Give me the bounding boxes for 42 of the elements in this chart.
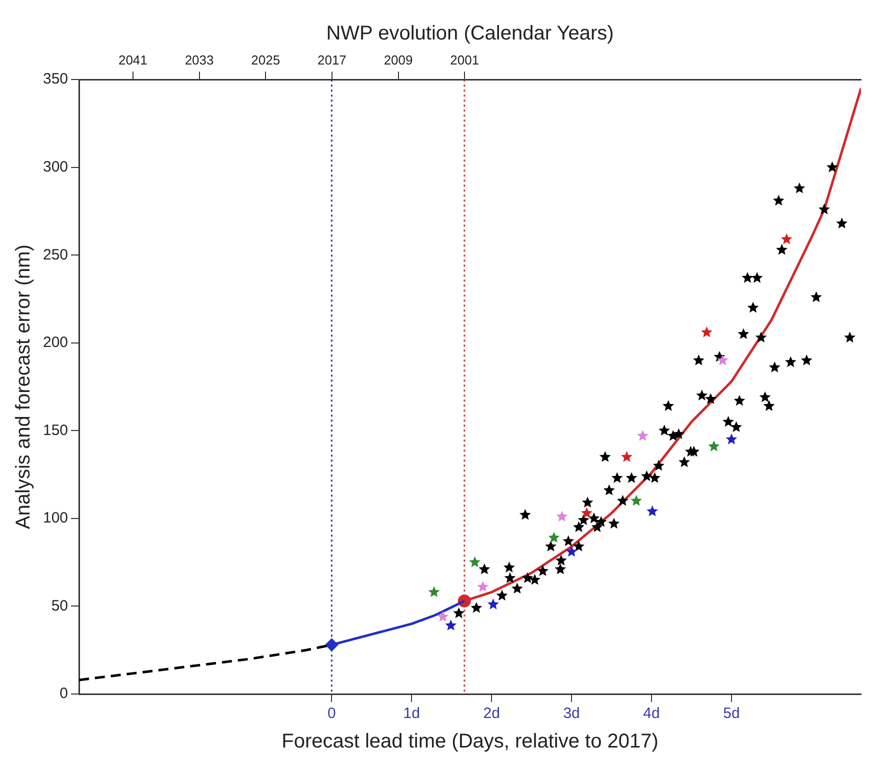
point — [556, 510, 568, 522]
point — [566, 546, 578, 557]
point — [700, 326, 712, 338]
y-tick-label: 100 — [42, 510, 68, 527]
x2-axis-title: NWP evolution (Calendar Years) — [326, 22, 614, 45]
x-tick-label: 1d — [403, 705, 420, 722]
y-tick-label: 0 — [60, 685, 68, 702]
point — [646, 505, 658, 516]
point — [780, 233, 792, 244]
x-tick-label: 2d — [483, 705, 500, 722]
point — [437, 610, 449, 622]
y-tick-label: 200 — [42, 334, 68, 352]
y-tick-label: 300 — [42, 158, 68, 176]
x-tick-label: 3d — [563, 705, 580, 722]
x2-tick-label: 2033 — [184, 52, 214, 68]
point — [581, 507, 592, 518]
point — [621, 451, 632, 462]
x-tick-label: 5d — [723, 705, 740, 722]
y-tick-label: 350 — [42, 70, 68, 88]
y-axis-title: Analysis and forecast error (nm) — [12, 244, 35, 530]
x-axis-title: Forecast lead time (Days, relative to 2017) — [282, 730, 658, 753]
point — [630, 494, 642, 506]
point — [469, 556, 481, 568]
point — [637, 430, 648, 441]
x2-tick-label: 2041 — [118, 52, 148, 68]
x2-tick-label: 2017 — [317, 52, 346, 68]
x-tick-label: 0 — [328, 705, 336, 722]
point — [477, 580, 489, 592]
point — [487, 598, 499, 610]
point — [726, 433, 738, 444]
point — [716, 354, 728, 366]
x2-tick-label: 2009 — [384, 52, 413, 68]
y-tick-label: 150 — [42, 422, 68, 439]
x2-tick-label: 2025 — [251, 52, 280, 68]
y-tick-label: 250 — [42, 246, 68, 264]
x2-tick-label: 2001 — [450, 52, 480, 68]
point — [445, 620, 457, 630]
point — [708, 440, 720, 452]
point — [548, 532, 560, 543]
x-tick-label: 4d — [643, 705, 660, 722]
point — [428, 586, 440, 598]
y-tick-label: 50 — [51, 597, 68, 614]
